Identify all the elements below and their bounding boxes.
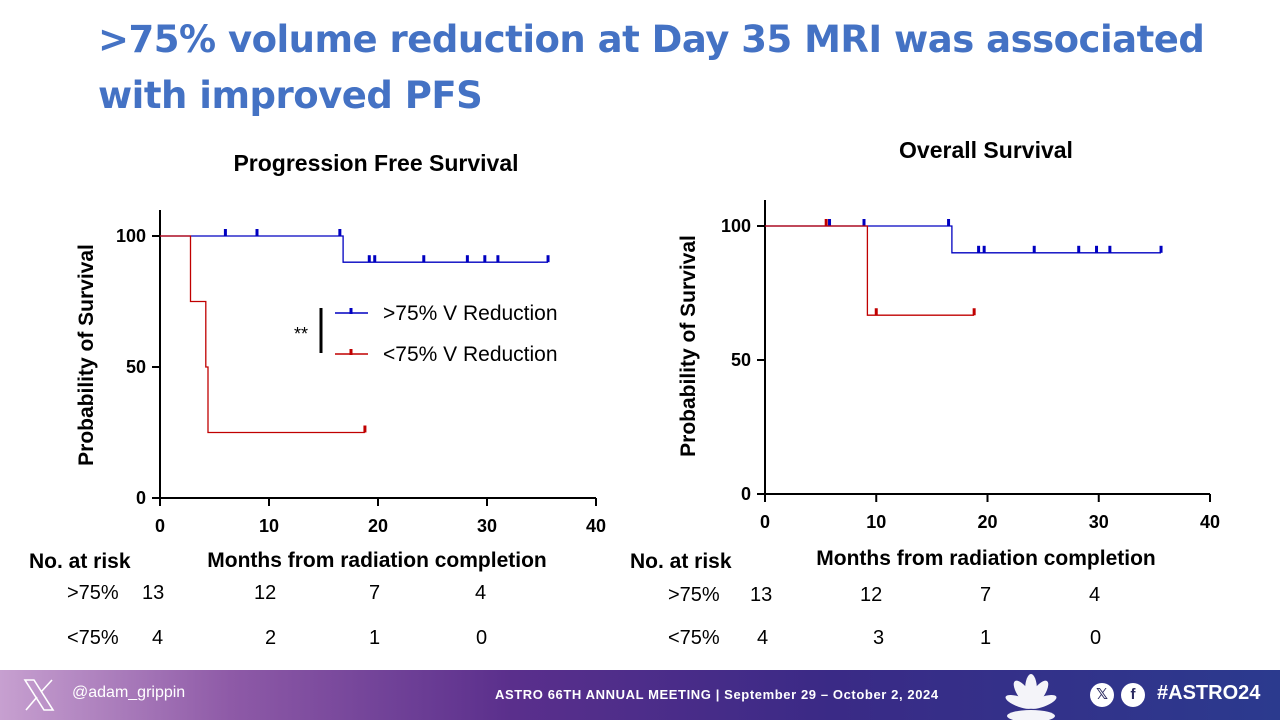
pfs-risk-label-high: >75% xyxy=(67,582,119,604)
pfs-axes: 0 10 20 30 40 0 50 100 xyxy=(116,210,606,536)
slide-title: >75% volume reduction at Day 35 MRI was … xyxy=(98,18,1205,117)
pfs-y-tick-label: 100 xyxy=(116,226,146,246)
os-x-tick-label: 20 xyxy=(977,512,997,532)
footer-handle: @adam_grippin xyxy=(72,684,186,701)
pfs-legend-item-high: >75% V Reduction xyxy=(335,302,558,325)
os-risk-label-high: >75% xyxy=(668,584,720,606)
pfs-x-tick-label: 30 xyxy=(477,516,497,536)
os-y-tick-label: 100 xyxy=(721,216,751,236)
os-series-line-high xyxy=(765,225,1161,254)
os-risk-cell: 7 xyxy=(980,584,992,606)
pfs-risk-cell: 12 xyxy=(254,582,277,604)
facebook-icon[interactable]: f xyxy=(1121,683,1145,707)
pfs-x-tick-label: 20 xyxy=(368,516,388,536)
os-risk-cell: 3 xyxy=(873,627,885,649)
os-risk-cell: 0 xyxy=(1090,627,1102,649)
footer-banner: @adam_grippin ASTRO 66TH ANNUAL MEETING … xyxy=(0,670,1280,720)
pfs-x-tick-label: 40 xyxy=(586,516,606,536)
pfs-plot-area xyxy=(160,229,550,434)
pfs-legend-sig-label: ** xyxy=(294,324,308,344)
pfs-legend-item-low: <75% V Reduction xyxy=(335,343,558,366)
os-risk-cell: 1 xyxy=(980,627,992,649)
pfs-x-axis-label: Months from radiation completion xyxy=(207,549,547,572)
pfs-risk-cell: 13 xyxy=(142,582,165,604)
os-chart-title: Overall Survival xyxy=(899,137,1073,163)
os-y-tick-label: 50 xyxy=(731,350,751,370)
os-risk-cell: 4 xyxy=(1089,584,1101,606)
pfs-series-line-high xyxy=(160,235,548,263)
os-series-line-low xyxy=(765,225,975,316)
os-plot-area xyxy=(765,219,1163,316)
os-risk-cell: 13 xyxy=(750,584,773,606)
pfs-risk-cell: 7 xyxy=(369,582,381,604)
pfs-chart: Progression Free Survival Probability of… xyxy=(75,150,606,572)
pfs-chart-title: Progression Free Survival xyxy=(233,150,518,176)
pfs-risk-cell: 4 xyxy=(152,627,164,649)
pfs-risk-header: No. at risk xyxy=(29,550,131,573)
x-logo-icon xyxy=(23,679,55,711)
pfs-legend-label-low: <75% V Reduction xyxy=(383,343,558,366)
os-x-tick-label: 40 xyxy=(1200,512,1220,532)
pfs-risk-label-low: <75% xyxy=(67,627,119,649)
pfs-y-axis-label: Probability of Survival xyxy=(75,244,98,466)
pfs-legend-label-high: >75% V Reduction xyxy=(383,302,558,325)
os-risk-cell: 4 xyxy=(757,627,769,649)
os-risk-label-low: <75% xyxy=(668,627,720,649)
pfs-series-line-low xyxy=(160,235,365,434)
os-chart: Overall Survival Probability of Survival… xyxy=(677,137,1220,570)
pfs-x-tick-label: 0 xyxy=(155,516,165,536)
os-risk-cell: 12 xyxy=(860,584,883,606)
os-risk-header: No. at risk xyxy=(630,550,732,573)
os-y-tick-label: 0 xyxy=(741,484,751,504)
os-x-tick-label: 30 xyxy=(1089,512,1109,532)
pfs-risk-cell: 4 xyxy=(475,582,487,604)
pfs-risk-cell: 1 xyxy=(369,627,381,649)
os-x-tick-label: 10 xyxy=(866,512,886,532)
os-x-tick-label: 0 xyxy=(760,512,770,532)
pfs-x-tick-label: 10 xyxy=(259,516,279,536)
footer-hashtag: #ASTRO24 xyxy=(1157,682,1261,704)
os-x-axis-label: Months from radiation completion xyxy=(816,547,1156,570)
footer-meeting: ASTRO 66TH ANNUAL MEETING | September 29… xyxy=(495,687,939,702)
pfs-y-tick-label: 50 xyxy=(126,357,146,377)
flower-logo-icon xyxy=(1005,674,1057,720)
pfs-risk-cell: 2 xyxy=(265,627,277,649)
os-y-axis-label: Probability of Survival xyxy=(677,235,700,457)
os-axes: 0 10 20 30 40 0 50 100 xyxy=(721,200,1220,532)
pfs-y-tick-label: 0 xyxy=(136,488,146,508)
pfs-risk-cell: 0 xyxy=(476,627,488,649)
x-social-icon[interactable]: 𝕏 xyxy=(1090,683,1114,707)
